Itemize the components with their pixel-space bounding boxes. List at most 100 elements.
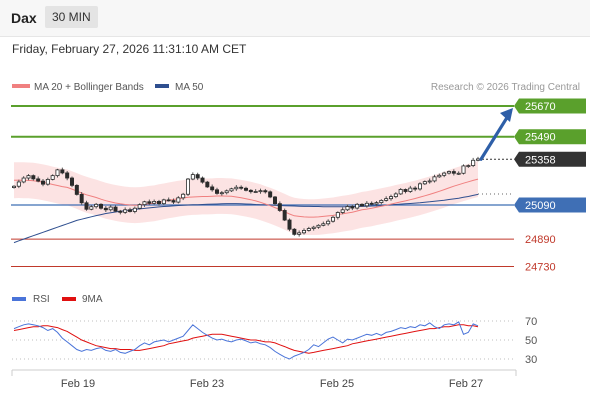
candle <box>137 203 142 210</box>
candle-down <box>103 207 108 211</box>
level-tag-25090 <box>514 197 586 213</box>
candle <box>89 205 94 211</box>
candle-up <box>393 193 398 198</box>
candle-up <box>234 186 239 190</box>
candle-up <box>432 176 437 182</box>
candle-up <box>466 165 471 167</box>
candle <box>195 172 200 181</box>
candle <box>451 169 456 176</box>
candle-down <box>200 177 205 183</box>
candle <box>417 182 422 191</box>
candle <box>45 177 50 186</box>
candle-up <box>364 202 369 207</box>
level-label-25670: 25670 <box>525 101 556 113</box>
candle <box>456 171 461 175</box>
candle <box>142 200 147 207</box>
candle-down <box>268 191 273 198</box>
candle-up <box>16 181 21 187</box>
candle-down <box>272 196 277 205</box>
chart-header: Dax 30 MIN <box>0 0 590 37</box>
candle <box>219 191 224 196</box>
candle-up <box>108 206 113 211</box>
candle-up <box>340 209 345 213</box>
candle-up <box>326 220 331 225</box>
candle-down <box>403 189 408 192</box>
candle <box>103 206 108 212</box>
legend-ma20-label: MA 20 + Bollinger Bands <box>34 82 144 93</box>
candle-up <box>11 185 16 188</box>
price-panel: 25670 25490 25358 25090 24890 24730 <box>11 98 586 273</box>
candle <box>335 211 340 220</box>
candle-up <box>461 165 466 174</box>
candle <box>94 202 99 209</box>
x-tick-label: Feb 27 <box>449 378 483 390</box>
candle-down <box>70 177 75 186</box>
candle <box>16 179 21 189</box>
candle-up <box>321 223 326 226</box>
symbol-label: Dax <box>11 10 37 26</box>
candle-up <box>379 199 384 204</box>
credit-label: Research © 2026 Trading Central <box>431 82 580 93</box>
candle-up <box>311 226 316 229</box>
candle-down <box>210 186 215 191</box>
legend-ma50-swatch <box>155 84 169 88</box>
candle <box>437 173 442 178</box>
candle-down <box>359 203 364 207</box>
candle <box>466 164 471 168</box>
rsi-line <box>13 321 479 360</box>
candle <box>11 185 16 189</box>
candle-down <box>74 184 79 195</box>
x-tick-label: Feb 23 <box>190 378 224 390</box>
candle-down <box>31 175 36 180</box>
candle-up <box>45 178 50 185</box>
osc-tick-label-70: 70 <box>525 316 537 328</box>
candle-up <box>176 197 181 203</box>
candle-down <box>84 202 89 210</box>
candle-up <box>335 212 340 218</box>
candle-up <box>181 193 186 199</box>
candle-up <box>306 228 311 231</box>
candle-up <box>422 181 427 185</box>
candle-down <box>239 186 244 189</box>
candle <box>185 178 190 196</box>
x-axis: Feb 19 Feb 23 Feb 25 Feb 27 <box>11 369 517 390</box>
candle-up <box>142 201 147 206</box>
candle <box>287 218 292 232</box>
ma50-line <box>13 193 479 244</box>
candle <box>301 228 306 235</box>
candle-up <box>258 190 263 193</box>
candle-up <box>384 198 389 201</box>
candle-up <box>132 207 137 212</box>
candle <box>214 187 219 195</box>
candle <box>442 171 447 178</box>
level-label-25490: 25490 <box>525 132 556 144</box>
candle <box>205 180 210 188</box>
candle <box>118 209 123 215</box>
target-arrow-head <box>500 108 513 122</box>
candle-up <box>345 206 350 211</box>
candle <box>210 184 215 192</box>
candle <box>258 188 263 194</box>
candle-up <box>456 172 461 175</box>
candle-down <box>282 210 287 221</box>
candle-down <box>413 187 418 190</box>
candle-down <box>113 206 118 212</box>
candle <box>388 194 393 201</box>
timestamp: Friday, February 27, 2026 11:31:10 AM CE… <box>12 42 247 56</box>
candle-up <box>21 177 26 183</box>
timeframe-badge[interactable]: 30 MIN <box>45 6 98 28</box>
candle <box>408 185 413 193</box>
candle-down <box>79 194 84 204</box>
candle <box>190 172 195 181</box>
candle <box>50 174 55 181</box>
candle-up <box>152 201 157 204</box>
candle-up <box>297 232 302 235</box>
candle <box>127 207 132 213</box>
oscillator-panel: 70 50 30 <box>12 316 537 366</box>
candle <box>355 202 360 210</box>
candle-up <box>398 189 403 195</box>
candle-up <box>55 169 60 177</box>
candle-down <box>263 190 268 193</box>
candle <box>446 170 451 175</box>
candle <box>277 201 282 212</box>
